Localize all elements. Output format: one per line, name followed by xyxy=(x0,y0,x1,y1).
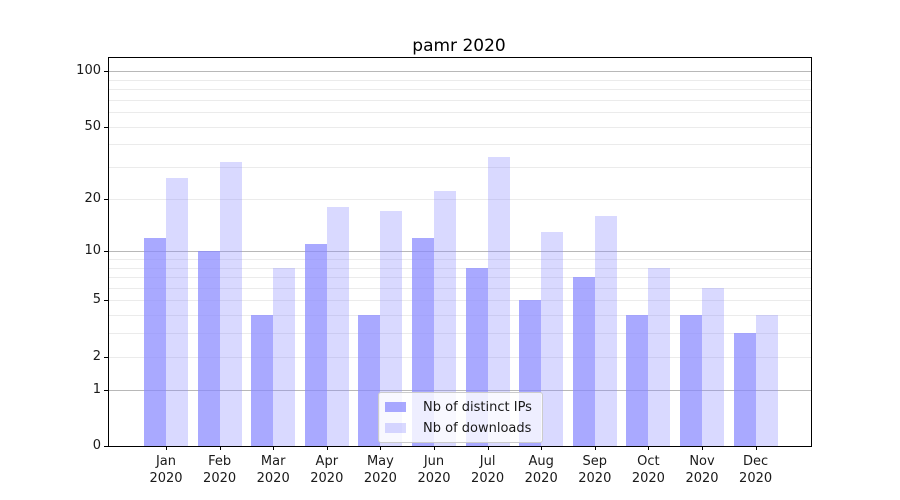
x-axis-tick-label: Mar 2020 xyxy=(256,454,290,486)
x-axis-tick xyxy=(273,446,275,450)
x-axis-tick xyxy=(594,446,596,450)
bar-distinct-ips xyxy=(626,315,649,446)
legend-entry-downloads: Nb of downloads xyxy=(385,419,532,437)
y-axis-tick-label: 100 xyxy=(76,63,101,78)
gridline-minor xyxy=(109,300,811,302)
gridline-minor xyxy=(109,167,811,168)
y-axis-tick-label: 0 xyxy=(92,438,101,453)
bar-downloads xyxy=(219,161,242,446)
x-axis-tick xyxy=(487,446,489,450)
y-axis-tick-label: 1 xyxy=(92,381,101,397)
x-axis-tick xyxy=(166,446,167,450)
y-axis-tick-label: 20 xyxy=(84,190,101,206)
bar-downloads xyxy=(166,178,188,446)
gridline-minor xyxy=(109,88,811,90)
x-axis-tick xyxy=(702,446,703,450)
bar-distinct-ips xyxy=(358,315,381,446)
x-axis-tick-label: Sep 2020 xyxy=(578,454,612,486)
x-axis-tick-label: Feb 2020 xyxy=(203,454,237,486)
legend-label-downloads: Nb of downloads xyxy=(423,420,532,436)
y-axis-tick xyxy=(104,198,109,200)
x-axis-tick-label: Aug 2020 xyxy=(524,454,558,486)
legend-entry-distinct-ips: Nb of distinct IPs xyxy=(385,398,532,416)
bar-distinct-ips xyxy=(304,244,327,446)
y-axis-tick xyxy=(104,300,109,302)
gridline-major xyxy=(109,251,811,253)
x-axis-tick xyxy=(434,446,435,450)
gridline-major xyxy=(109,71,811,72)
y-axis-tick xyxy=(104,356,109,358)
legend-label-distinct-ips: Nb of distinct IPs xyxy=(423,399,532,415)
y-axis-tick xyxy=(104,446,109,447)
bar-downloads xyxy=(380,211,403,446)
plot-area: 0 1 2 5 10 20 50 100 Jan 2020 Feb 2020 Mar 2020 Apr… xyxy=(76,57,812,486)
x-axis-tick-label: Dec 2020 xyxy=(739,454,773,486)
gridline-minor xyxy=(109,258,811,260)
y-axis-tick xyxy=(104,389,109,391)
x-axis-tick-label: Jun 2020 xyxy=(417,454,451,486)
bar-downloads xyxy=(755,315,778,446)
gridline-minor xyxy=(109,144,811,146)
legend: Nb of distinct IPs Nb of downloads xyxy=(378,392,543,443)
x-axis-tick-label: Oct 2020 xyxy=(631,454,665,486)
bar-distinct-ips xyxy=(251,315,274,446)
x-axis-tick xyxy=(648,446,650,450)
gridline-minor xyxy=(109,112,811,113)
gridline-minor xyxy=(109,333,811,335)
gridline-minor xyxy=(109,126,811,128)
x-axis-tick-label: Jul 2020 xyxy=(471,454,505,486)
chart-title: pamr 2020 xyxy=(412,36,506,56)
bar-downloads xyxy=(648,267,671,446)
x-axis-tick xyxy=(380,446,382,450)
x-axis-tick-label: Jan 2020 xyxy=(149,454,183,486)
bar-distinct-ips xyxy=(144,237,166,446)
gridline-minor xyxy=(109,79,811,81)
y-axis-tick-label: 10 xyxy=(84,243,101,259)
x-axis-tick-label: Apr 2020 xyxy=(310,454,344,486)
y-axis-tick xyxy=(104,251,109,253)
gridline-minor xyxy=(109,99,811,101)
gridline-minor xyxy=(109,287,811,289)
bar-downloads xyxy=(594,215,617,446)
y-axis-tick-label: 50 xyxy=(84,118,101,134)
bar-distinct-ips xyxy=(680,315,702,446)
x-axis-tick xyxy=(755,446,757,450)
legend-swatch-downloads xyxy=(385,423,406,433)
gridline-minor xyxy=(109,277,811,278)
x-axis-tick-label: Nov 2020 xyxy=(685,454,719,486)
x-axis-tick xyxy=(326,446,328,450)
bar-distinct-ips xyxy=(197,251,220,446)
gridline-minor xyxy=(109,198,811,200)
gridline-minor xyxy=(109,356,811,358)
gridline-minor xyxy=(109,267,811,269)
x-axis-tick-label: May 2020 xyxy=(363,454,397,486)
gridline-major xyxy=(109,389,811,391)
bar-downloads xyxy=(541,231,564,446)
x-axis-tick xyxy=(219,446,221,450)
legend-swatch-distinct-ips xyxy=(385,402,406,412)
bar-downloads xyxy=(487,157,510,446)
y-axis-tick xyxy=(104,71,109,72)
bar-downloads xyxy=(702,287,724,446)
y-axis-tick xyxy=(104,126,109,128)
y-axis-tick-label: 2 xyxy=(92,348,101,364)
x-axis-tick xyxy=(541,446,543,450)
gridline-minor xyxy=(109,315,811,317)
bar-downloads xyxy=(326,206,349,446)
bar-downloads xyxy=(273,267,296,446)
bar-distinct-ips xyxy=(733,333,756,446)
y-axis-tick-label: 5 xyxy=(92,292,101,308)
bar-downloads xyxy=(434,191,456,446)
bar-distinct-ips xyxy=(572,277,595,446)
